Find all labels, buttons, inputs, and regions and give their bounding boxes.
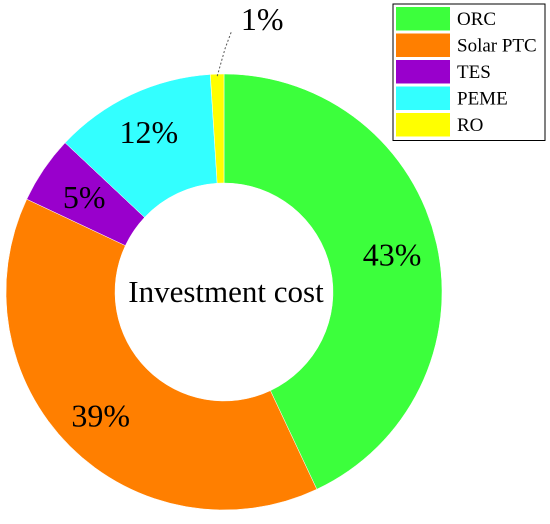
leader-line	[216, 31, 232, 77]
value-label-orc: 43%	[363, 236, 422, 272]
value-label-solar-ptc: 39%	[71, 397, 130, 433]
legend-label-tes: TES	[457, 62, 491, 83]
legend-swatch-tes	[396, 60, 450, 84]
slice-ro	[210, 73, 225, 184]
slice-solar-ptc	[5, 198, 318, 511]
leader-lines	[216, 31, 232, 77]
legend-swatch-orc	[396, 7, 450, 31]
value-label-peme: 12%	[119, 114, 178, 150]
legend-label-peme: PEME	[457, 89, 508, 110]
legend-swatch-ro	[396, 113, 450, 137]
legend-label-orc: ORC	[457, 9, 496, 30]
legend-label-ro: RO	[457, 115, 483, 136]
legend: ORC Solar PTC TES PEME RO	[392, 3, 546, 141]
legend-label-solar-ptc: Solar PTC	[457, 36, 537, 57]
donut-slices	[5, 73, 443, 511]
value-label-tes: 5%	[63, 179, 106, 215]
legend-swatch-peme	[396, 86, 450, 110]
value-labels: 43% 39% 5% 12% 1%	[63, 1, 421, 433]
value-label-ro: 1%	[241, 1, 284, 37]
legend-swatch-solar-ptc	[396, 33, 450, 57]
donut-center-label: Investment cost	[128, 274, 324, 309]
